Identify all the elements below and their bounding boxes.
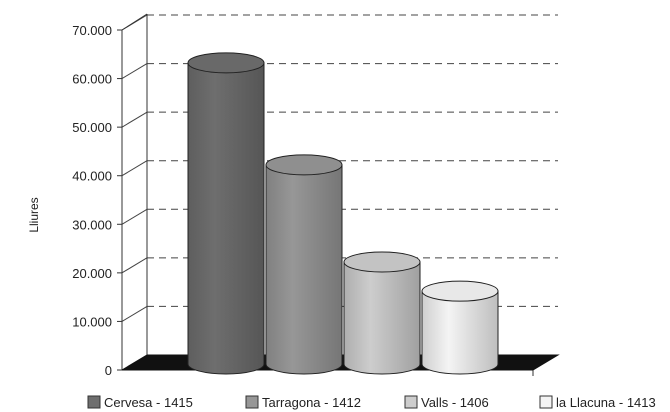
gridline-depth: [121, 63, 148, 80]
bar-top-3: [421, 280, 499, 302]
bar-1: [265, 164, 343, 375]
y-tick-label: 30.000: [72, 217, 112, 232]
y-tick-label: 20.000: [72, 266, 112, 281]
gridline-depth: [121, 111, 148, 128]
gridline-depth: [121, 305, 148, 322]
legend-swatch-1: [245, 395, 259, 409]
bars: [187, 52, 499, 375]
bar-top-2: [343, 251, 421, 273]
y-tick-label: 60.000: [72, 72, 112, 87]
bar-top-0: [187, 52, 265, 74]
bar-0: [187, 62, 265, 375]
gridline-depth: [121, 257, 148, 274]
y-axis-top: [121, 13, 148, 31]
legend-label-3: la Llacuna - 1413: [556, 395, 656, 410]
y-ticks: 0 10.000 20.000 30.000 40.000 50.000 60.000 70.…: [72, 23, 122, 378]
legend-label-1: Tarragona - 1412: [262, 395, 361, 410]
y-tick-label: 0: [105, 363, 112, 378]
y-axis-label: Lliures: [27, 197, 41, 232]
y-tick-label: 10.000: [72, 314, 112, 329]
legend-label-2: Valls - 1406: [421, 395, 489, 410]
gridline-depth: [121, 208, 148, 225]
legend-swatch-0: [87, 395, 101, 409]
bar-2: [343, 261, 421, 375]
legend: Cervesa - 1415 Tarragona - 1412 Valls - 14…: [87, 395, 656, 410]
gridline-depth: [121, 160, 148, 177]
bar-3: [421, 290, 499, 375]
bar-top-1: [265, 154, 343, 176]
legend-label-0: Cervesa - 1415: [104, 395, 193, 410]
y-tick-label: 70.000: [72, 23, 112, 38]
y-tick-label: 50.000: [72, 120, 112, 135]
legend-swatch-2: [404, 395, 418, 409]
y-tick-label: 40.000: [72, 169, 112, 184]
legend-swatch-3: [539, 395, 553, 409]
